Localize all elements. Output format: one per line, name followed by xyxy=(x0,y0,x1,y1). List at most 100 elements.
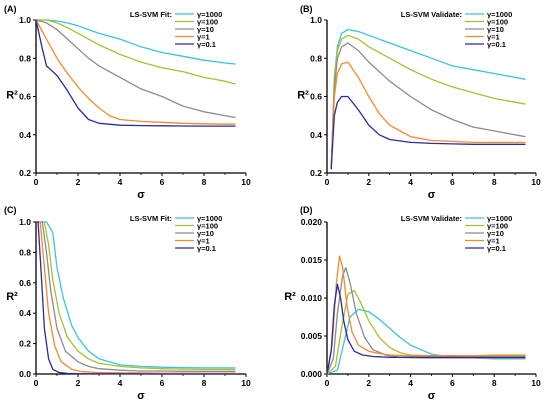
legend-entry-2: γ=100 xyxy=(487,221,508,230)
x-tick-label: 10 xyxy=(531,177,541,187)
series-line-2 xyxy=(326,289,526,375)
legend-entry-1: γ=1000 xyxy=(197,10,222,19)
y-axis-label: R² xyxy=(297,90,309,102)
series-line-5 xyxy=(35,19,236,127)
y-tick-label: 0.015 xyxy=(301,255,323,265)
y-tick-label: 0.010 xyxy=(301,293,323,303)
series-line-3 xyxy=(330,42,526,170)
legend-entry-1: γ=1000 xyxy=(487,214,512,223)
x-tick-label: 6 xyxy=(450,378,455,388)
y-tick-label: 0.0 xyxy=(19,369,31,379)
x-axis-label: σ xyxy=(137,189,145,201)
legend-entry-3: γ=10 xyxy=(197,25,214,34)
y-axis-label: R² xyxy=(6,291,18,303)
legend-entry-2: γ=100 xyxy=(197,221,218,230)
series-line-3 xyxy=(35,19,236,119)
x-tick-label: 2 xyxy=(76,177,81,187)
legend-entry-2: γ=100 xyxy=(197,17,218,26)
y-tick-label: 0.000 xyxy=(301,369,323,379)
legend-entry-4: γ=1 xyxy=(197,236,210,245)
y-tick-label: 0.020 xyxy=(301,217,323,227)
x-tick-label: 4 xyxy=(408,378,413,388)
series-line-3 xyxy=(326,266,526,375)
legend-title: LS-SVM Validate: xyxy=(401,10,462,19)
y-tick-label: 1.0 xyxy=(19,15,31,25)
y-tick-label: 0.6 xyxy=(19,92,31,102)
series-line-2 xyxy=(330,34,526,170)
x-tick-label: 2 xyxy=(366,177,371,187)
series-line-1 xyxy=(330,28,526,170)
legend-entry-4: γ=1 xyxy=(197,32,210,41)
x-tick-label: 4 xyxy=(408,177,413,187)
x-tick-label: 10 xyxy=(531,378,541,388)
x-tick-label: 0 xyxy=(325,177,330,187)
y-tick-label: 0.005 xyxy=(301,331,323,341)
y-tick-label: 0.8 xyxy=(19,247,31,257)
y-axis-label: R² xyxy=(6,90,18,102)
x-tick-label: 4 xyxy=(118,177,123,187)
x-tick-label: 4 xyxy=(118,378,123,388)
legend-title: LS-SVM Validate: xyxy=(401,214,462,223)
legend-entry-4: γ=1 xyxy=(487,236,500,245)
y-tick-label: 0.2 xyxy=(19,168,31,178)
legend-entry-3: γ=10 xyxy=(487,25,504,34)
series-line-5 xyxy=(36,221,236,375)
series-line-4 xyxy=(36,221,236,374)
legend-title: LS-SVM Fit: xyxy=(130,214,172,223)
legend-title: LS-SVM Fit: xyxy=(130,10,172,19)
series-line-4 xyxy=(330,61,526,170)
y-tick-label: 0.6 xyxy=(19,278,31,288)
x-tick-label: 6 xyxy=(160,177,165,187)
legend-entry-4: γ=1 xyxy=(487,32,500,41)
x-tick-label: 8 xyxy=(492,177,497,187)
series-line-3 xyxy=(36,221,236,372)
series-line-1 xyxy=(36,19,236,65)
panel-3: 0 2 4 6 8 10 0.0 0.2 0.4 0.6 0.8 1.0 σ R² (C) LS-SVM Fi… xyxy=(4,205,251,402)
x-tick-label: 10 xyxy=(241,177,251,187)
legend-entry-5: γ=0.1 xyxy=(197,40,216,49)
series-line-2 xyxy=(36,19,236,85)
x-axis-label: σ xyxy=(428,390,436,402)
panel-label: (B) xyxy=(300,4,313,14)
x-tick-label: 0 xyxy=(325,378,330,388)
series-line-5 xyxy=(330,95,526,170)
y-tick-label: 0.2 xyxy=(19,339,31,349)
legend-entry-3: γ=10 xyxy=(197,229,214,238)
x-axis-label: σ xyxy=(137,390,145,402)
series-line-4 xyxy=(35,19,236,125)
y-tick-label: 0.4 xyxy=(19,308,31,318)
legend-entry-3: γ=10 xyxy=(487,229,504,238)
panel-label: (D) xyxy=(300,205,313,215)
series-line-4 xyxy=(326,255,526,375)
x-tick-label: 10 xyxy=(241,378,251,388)
panel-1: 0 2 4 6 8 10 0.2 0.4 0.6 0.8 1.0 σ R² (A) LS-SVM Fit: γ… xyxy=(4,4,251,201)
legend-entry-1: γ=1000 xyxy=(487,10,512,19)
legend-entry-5: γ=0.1 xyxy=(197,244,216,253)
legend-entry-1: γ=1000 xyxy=(197,214,222,223)
y-tick-label: 0.2 xyxy=(310,168,322,178)
x-tick-label: 2 xyxy=(76,378,81,388)
x-axis-label: σ xyxy=(428,189,436,201)
legend-entry-5: γ=0.1 xyxy=(487,244,506,253)
x-tick-label: 0 xyxy=(34,378,39,388)
series-line-1 xyxy=(36,221,236,369)
x-tick-label: 8 xyxy=(202,378,207,388)
y-tick-label: 0.4 xyxy=(310,130,322,140)
panel-label: (A) xyxy=(4,4,17,14)
x-tick-label: 2 xyxy=(366,378,371,388)
x-tick-label: 6 xyxy=(160,378,165,388)
panel-2: 0 2 4 6 8 10 0.2 0.4 0.6 0.8 1.0 σ R² (B) LS-SVM Valid… xyxy=(297,4,541,201)
series-line-5 xyxy=(326,283,526,375)
y-tick-label: 0.4 xyxy=(19,130,31,140)
x-tick-label: 6 xyxy=(450,177,455,187)
y-axis-label: R² xyxy=(284,291,296,303)
x-tick-label: 8 xyxy=(202,177,207,187)
y-tick-label: 0.6 xyxy=(310,92,322,102)
y-tick-label: 0.8 xyxy=(19,53,31,63)
panel-label: (C) xyxy=(4,205,17,215)
